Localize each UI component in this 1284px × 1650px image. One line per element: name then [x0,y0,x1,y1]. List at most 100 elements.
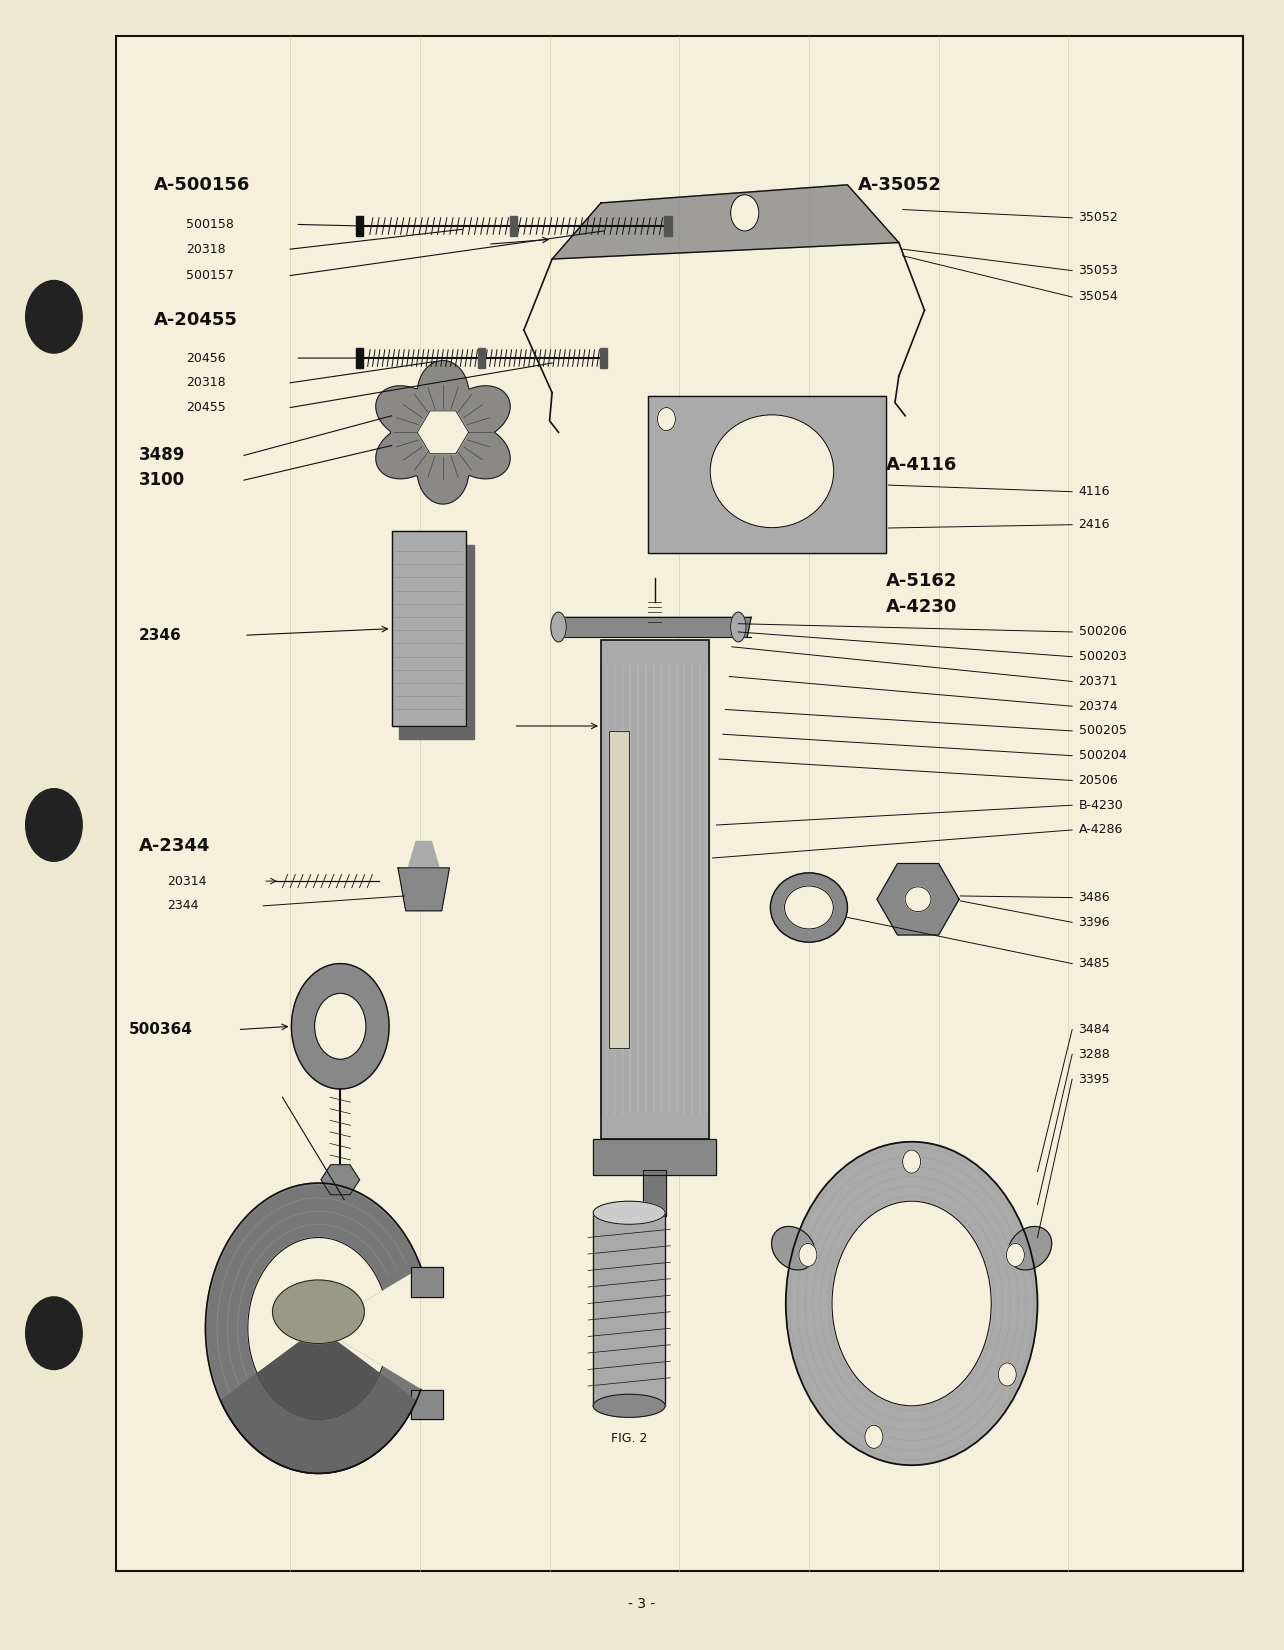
Polygon shape [559,617,751,637]
Bar [609,731,629,1048]
Ellipse shape [905,888,931,911]
Circle shape [26,789,82,861]
Circle shape [1007,1244,1025,1267]
Bar [411,1267,443,1297]
Bar [411,1389,443,1419]
Circle shape [799,1244,817,1267]
Text: 35054: 35054 [1079,290,1118,304]
Text: A-2344: A-2344 [139,838,211,855]
Text: 4116: 4116 [1079,485,1111,498]
Bar [510,216,517,236]
Text: 20314: 20314 [167,874,207,888]
Bar [664,216,672,236]
Text: 500205: 500205 [1079,724,1126,738]
Text: 3485: 3485 [1079,957,1111,970]
Ellipse shape [593,1394,665,1417]
Wedge shape [257,1328,380,1419]
Bar [399,544,474,739]
Bar [478,348,485,368]
Bar [356,348,363,368]
Polygon shape [593,1213,665,1406]
Wedge shape [205,1183,421,1473]
Text: 3288: 3288 [1079,1048,1111,1061]
Polygon shape [877,863,959,936]
Bar [648,396,886,553]
Ellipse shape [551,612,566,642]
Circle shape [26,1297,82,1370]
Text: 2416: 2416 [1079,518,1111,531]
Text: 35053: 35053 [1079,264,1118,277]
Circle shape [731,195,759,231]
Ellipse shape [772,1226,815,1270]
Text: 3489: 3489 [139,447,185,464]
Text: 2344: 2344 [167,899,199,912]
Circle shape [998,1363,1016,1386]
Text: 3484: 3484 [1079,1023,1111,1036]
Wedge shape [248,1238,383,1419]
Ellipse shape [731,612,746,642]
Text: 3486: 3486 [1079,891,1111,904]
Text: 500206: 500206 [1079,625,1126,639]
Ellipse shape [770,873,847,942]
Text: A-5162: A-5162 [886,573,958,589]
Bar [643,1170,666,1216]
Text: 3395: 3395 [1079,1072,1111,1086]
Text: 20318: 20318 [186,243,226,256]
Text: 3396: 3396 [1079,916,1111,929]
Bar [601,640,709,1138]
Text: 20506: 20506 [1079,774,1118,787]
Text: 20456: 20456 [186,351,226,365]
Text: 20318: 20318 [186,376,226,389]
Bar [601,640,709,1138]
Ellipse shape [1008,1226,1052,1270]
Text: A-4116: A-4116 [886,457,958,474]
Text: A-4230: A-4230 [886,599,958,615]
Text: 20455: 20455 [186,401,226,414]
Bar [648,396,886,553]
Text: 500158: 500158 [186,218,234,231]
Bar [411,1389,443,1419]
Text: - 3 -: - 3 - [628,1597,656,1610]
Text: 500204: 500204 [1079,749,1126,762]
Wedge shape [291,964,389,1089]
Bar [392,531,466,726]
Circle shape [832,1201,991,1406]
Polygon shape [376,361,510,503]
Bar [593,1138,716,1175]
Circle shape [865,1426,883,1449]
Ellipse shape [785,886,833,929]
Polygon shape [408,842,439,868]
Circle shape [903,1150,921,1173]
Bar [392,531,466,726]
Text: FIG. 2: FIG. 2 [611,1432,647,1445]
Text: 500364: 500364 [128,1021,193,1038]
Bar [356,216,363,236]
Text: A-20455: A-20455 [154,312,238,328]
Circle shape [26,280,82,353]
Polygon shape [552,185,899,259]
Text: 500203: 500203 [1079,650,1126,663]
Text: 20374: 20374 [1079,700,1118,713]
Wedge shape [221,1328,416,1473]
Text: 20371: 20371 [1079,675,1118,688]
Ellipse shape [593,1201,665,1224]
Bar [411,1267,443,1297]
Text: A-35052: A-35052 [858,177,941,193]
Bar [609,731,629,1048]
Bar [600,348,607,368]
Text: 3100: 3100 [139,472,185,488]
Text: 2346: 2346 [139,627,181,644]
Wedge shape [248,1238,383,1419]
Text: 500157: 500157 [186,269,234,282]
Ellipse shape [272,1280,365,1343]
Circle shape [786,1142,1037,1465]
Text: 35052: 35052 [1079,211,1118,224]
Bar [593,1138,716,1175]
Bar [116,36,1243,1571]
Polygon shape [398,868,449,911]
Text: A-4286: A-4286 [1079,823,1124,837]
Wedge shape [205,1183,421,1473]
Polygon shape [321,1165,360,1195]
Circle shape [657,408,675,431]
Bar [643,1170,666,1216]
